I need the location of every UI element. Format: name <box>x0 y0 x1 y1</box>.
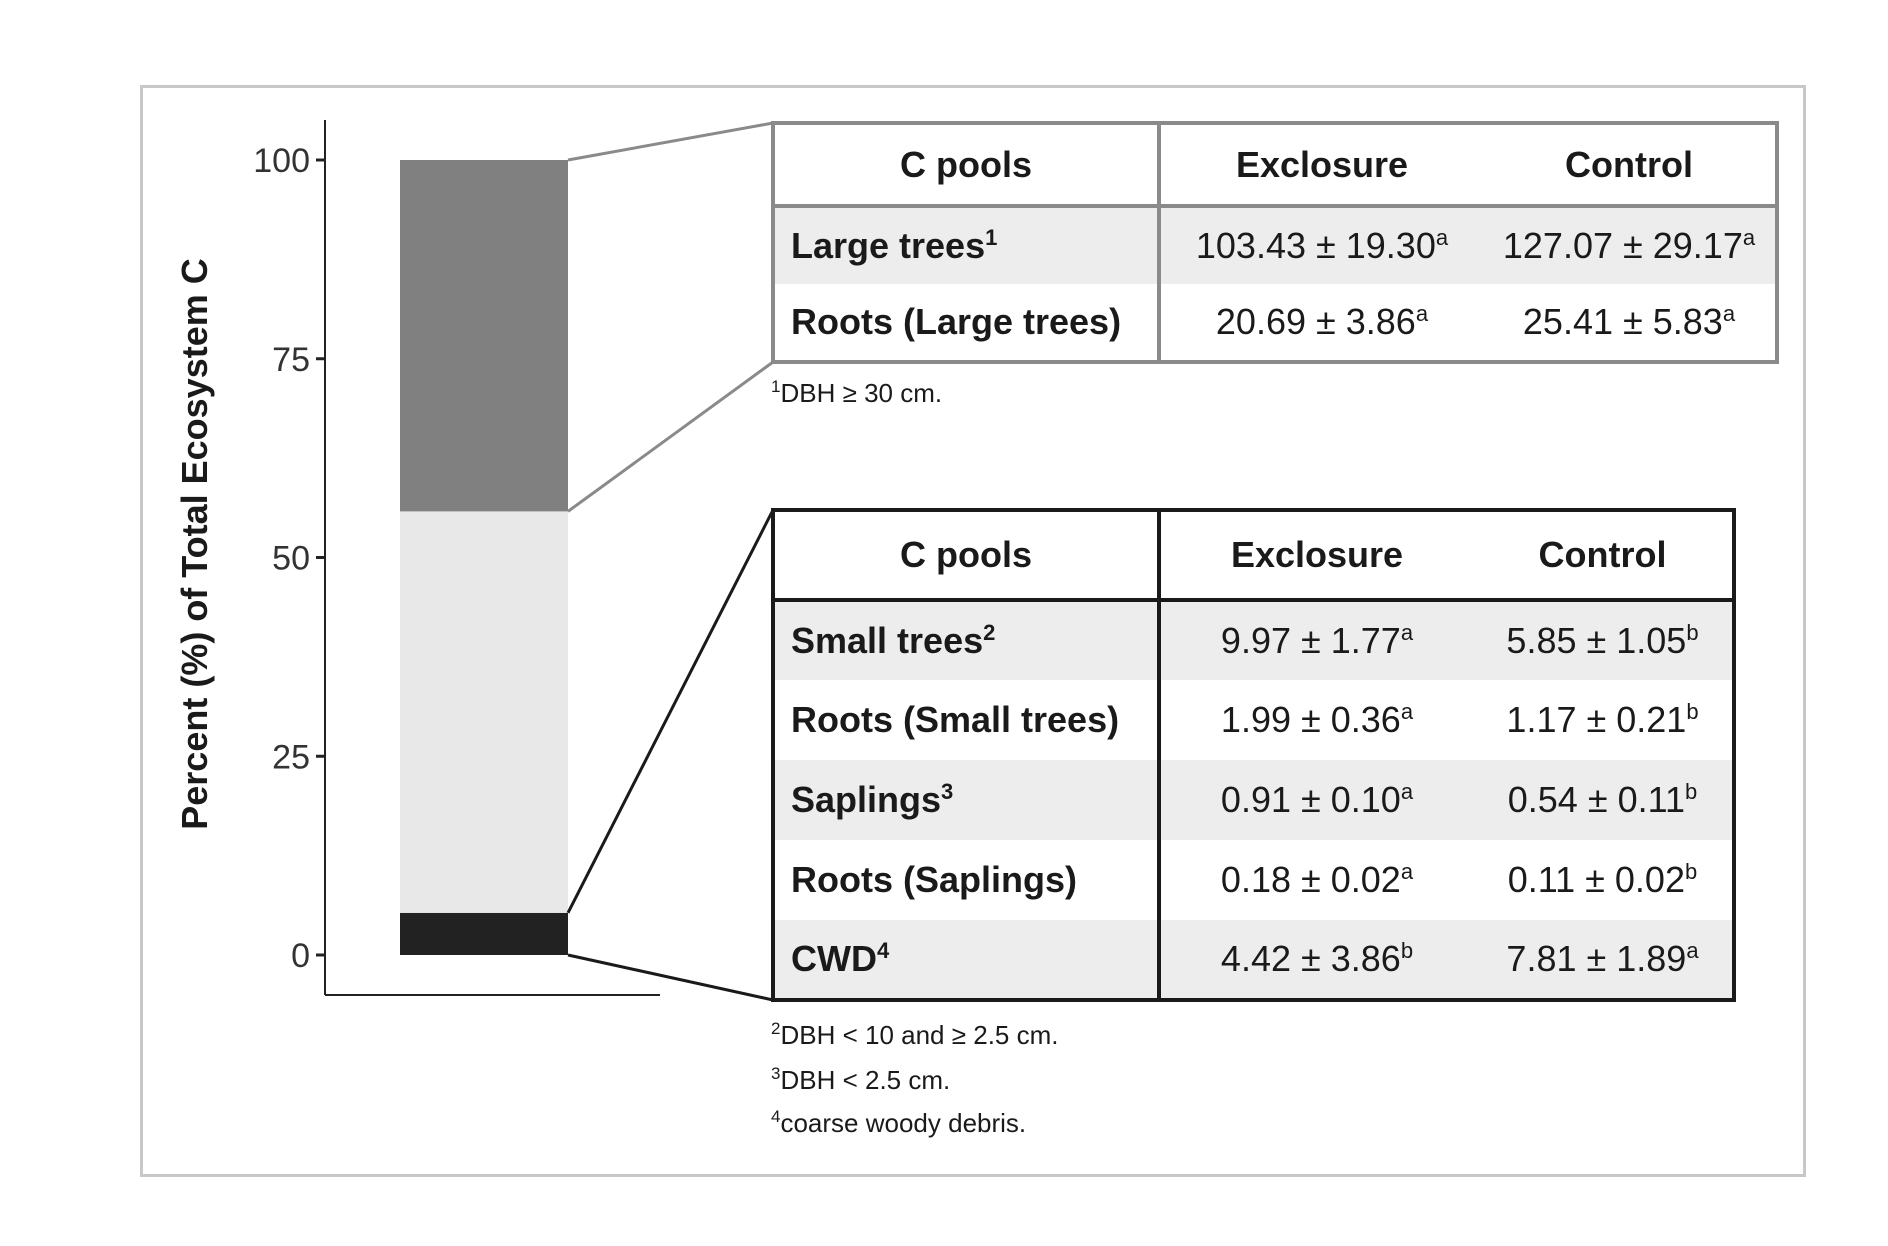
table-row: Large trees1 103.43 ± 19.30a 127.07 ± 29… <box>773 206 1777 284</box>
table-row: Saplings3 0.91 ± 0.10a 0.54 ± 0.11b <box>773 760 1734 840</box>
y-tick-label: 0 <box>291 937 310 975</box>
pool-cell: Large trees1 <box>773 206 1161 284</box>
small-pools-table: C pools Exclosure Control Small trees2 9… <box>771 508 1736 1002</box>
table-row: Small trees2 9.97 ± 1.77a 5.85 ± 1.05b <box>773 600 1734 680</box>
table-header-row: C pools Exclosure Control <box>773 123 1777 208</box>
control-cell: 127.07 ± 29.17a <box>1483 206 1777 284</box>
footnote: 3DBH < 2.5 cm. <box>771 1064 951 1095</box>
y-tick-label: 75 <box>272 341 310 379</box>
y-tick-label: 25 <box>272 738 310 776</box>
table-header-row: C pools Exclosure Control <box>773 510 1734 602</box>
bar-segment-0 <box>400 912 568 955</box>
header-control: Control <box>1473 510 1734 602</box>
figure-frame <box>140 85 1806 1177</box>
pool-cell: Roots (Small trees) <box>773 680 1161 760</box>
control-cell: 7.81 ± 1.89a <box>1473 920 1734 1000</box>
footnote: 4coarse woody debris. <box>771 1107 1027 1138</box>
large-pools-table: C pools Exclosure Control Large trees1 1… <box>771 121 1779 364</box>
table-row: Roots (Small trees) 1.99 ± 0.36a 1.17 ± … <box>773 680 1734 760</box>
header-c-pools: C pools <box>773 123 1161 208</box>
pool-cell: Small trees2 <box>773 600 1161 680</box>
exclosure-cell: 0.91 ± 0.10a <box>1159 760 1473 840</box>
y-tick-label: 50 <box>272 540 310 578</box>
y-ticks: 0 25 50 75 100 <box>253 142 325 975</box>
connector-lines <box>566 121 775 1002</box>
header-exclosure: Exclosure <box>1159 123 1483 208</box>
header-control: Control <box>1483 123 1777 208</box>
pool-cell: Roots (Saplings) <box>773 840 1161 920</box>
bar-segments <box>400 160 568 955</box>
table-row: Roots (Large trees) 20.69 ± 3.86a 25.41 … <box>773 284 1777 362</box>
control-cell: 25.41 ± 5.83a <box>1522 301 1736 342</box>
pool-cell: CWD4 <box>773 920 1161 1000</box>
bar-segment-1 <box>400 511 568 913</box>
exclosure-cell: 4.42 ± 3.86b <box>1159 920 1473 1000</box>
control-cell: 1.17 ± 0.21b <box>1506 699 1699 740</box>
y-tick-label: 100 <box>253 142 310 180</box>
footnote: 2DBH < 10 and ≥ 2.5 cm. <box>771 1019 1059 1050</box>
exclosure-cell: 9.97 ± 1.77a <box>1159 600 1473 680</box>
connector-line-small-bottom <box>567 953 774 1002</box>
connector-line-small-top <box>566 509 775 914</box>
table-row: Roots (Saplings) 0.18 ± 0.02a 0.11 ± 0.0… <box>773 840 1734 920</box>
header-c-pools: C pools <box>773 510 1161 602</box>
exclosure-cell: 20.69 ± 3.86a <box>1215 301 1429 342</box>
y-axis-label: Percent (%) of Total Ecosystem C <box>174 258 215 829</box>
footnote: 1DBH ≥ 30 cm. <box>771 377 943 408</box>
table-row: CWD4 4.42 ± 3.86b 7.81 ± 1.89a <box>773 920 1734 1000</box>
pool-cell: Roots (Large trees) <box>773 284 1161 362</box>
pool-cell: Saplings3 <box>773 760 1161 840</box>
connector-line-large-top <box>567 121 774 162</box>
control-cell: 0.11 ± 0.02b <box>1507 859 1698 900</box>
bar-segment-2 <box>400 160 568 512</box>
control-cell: 5.85 ± 1.05b <box>1473 600 1734 680</box>
connector-line-large-bottom <box>567 360 774 513</box>
control-cell: 0.54 ± 0.11b <box>1473 760 1734 840</box>
exclosure-cell: 1.99 ± 0.36a <box>1220 699 1414 740</box>
exclosure-cell: 0.18 ± 0.02a <box>1220 859 1414 900</box>
header-exclosure: Exclosure <box>1159 510 1473 602</box>
exclosure-cell: 103.43 ± 19.30a <box>1159 206 1483 284</box>
